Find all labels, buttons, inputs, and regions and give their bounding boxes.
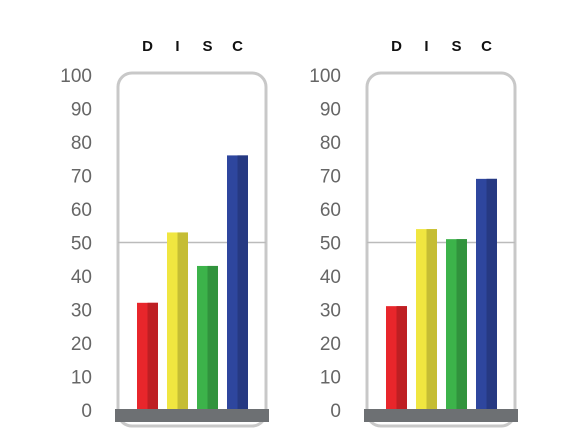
category-label-i: I: [424, 38, 428, 55]
bar-d: [386, 306, 407, 410]
y-tick-label: 70: [71, 167, 92, 188]
y-tick-label: 0: [81, 401, 92, 422]
chart-base: [115, 409, 269, 422]
bar-i: [167, 232, 188, 410]
y-tick-label: 100: [309, 66, 341, 87]
y-tick-label: 20: [71, 334, 92, 355]
y-tick-label: 80: [71, 133, 92, 154]
disc-chart-right: 0 10 20 30 40 50 60 70 80 90 100 D I S C: [309, 38, 518, 428]
bar-s-shade: [456, 239, 467, 410]
bar-i: [416, 229, 437, 410]
category-label-c: C: [481, 38, 492, 55]
category-label-s: S: [451, 38, 461, 55]
bar-d: [137, 302, 158, 410]
bar-i-shade: [426, 229, 437, 410]
y-tick-label: 10: [71, 368, 92, 389]
y-tick-label: 20: [320, 334, 341, 355]
y-tick-label: 90: [71, 100, 92, 121]
y-tick-label: 40: [320, 267, 341, 288]
y-tick-label: 100: [60, 66, 92, 87]
y-tick-label: 80: [320, 133, 341, 154]
y-tick-label: 40: [71, 267, 92, 288]
y-tick-label: 60: [320, 200, 341, 221]
y-tick-label: 60: [71, 200, 92, 221]
y-tick-label: 30: [320, 301, 341, 322]
y-tick-label: 70: [320, 167, 341, 188]
category-label-s: S: [202, 38, 212, 55]
bar-d-shade: [396, 306, 407, 410]
bar-d-shade: [147, 302, 158, 410]
y-tick-label: 10: [320, 368, 341, 389]
bar-c-shade: [486, 178, 497, 410]
bar-c: [476, 178, 497, 410]
y-tick-label: 50: [71, 234, 92, 255]
bar-s: [197, 265, 218, 410]
bar-s: [446, 239, 467, 410]
y-tick-label: 0: [330, 401, 341, 422]
category-label-c: C: [232, 38, 243, 55]
disc-chart-left: 0 10 20 30 40 50 60 70 80 90 100 D I S C: [60, 38, 269, 428]
y-tick-label: 50: [320, 234, 341, 255]
bar-s-shade: [207, 265, 218, 410]
category-label-d: D: [142, 38, 153, 55]
y-tick-label: 30: [71, 301, 92, 322]
chart-frame: [116, 71, 268, 428]
category-label-i: I: [175, 38, 179, 55]
category-label-d: D: [391, 38, 402, 55]
bar-c-shade: [237, 155, 248, 410]
chart-frame: [365, 71, 517, 428]
bar-c: [227, 155, 248, 410]
y-tick-label: 90: [320, 100, 341, 121]
bar-i-shade: [177, 232, 188, 410]
chart-base: [364, 409, 518, 422]
